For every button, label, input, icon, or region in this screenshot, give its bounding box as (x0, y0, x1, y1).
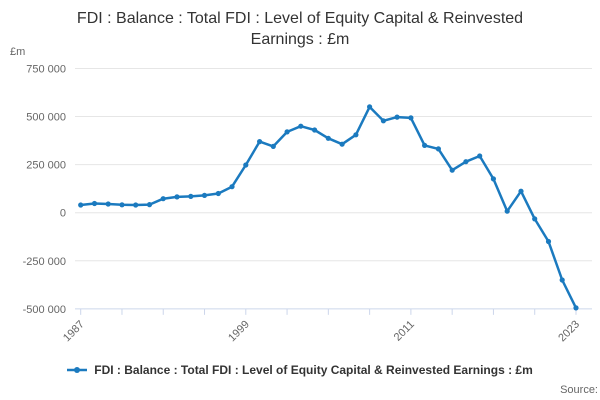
legend-item[interactable]: FDI : Balance : Total FDI : Level of Equ… (0, 363, 600, 377)
data-point (146, 202, 153, 208)
data-point (532, 216, 538, 222)
data-point (312, 127, 318, 133)
chart-title-text: FDI : Balance : Total FDI : Level of Equ… (76, 10, 524, 49)
data-point (353, 132, 359, 138)
data-point (559, 277, 565, 283)
legend-line-marker-icon (67, 367, 88, 373)
data-point (490, 176, 496, 182)
data-point (284, 129, 290, 135)
y-axis-tick-label: 250 000 (26, 160, 66, 172)
data-point (518, 188, 524, 194)
data-point (422, 142, 428, 148)
y-axis-tick-label: 0 (60, 208, 66, 220)
data-point (201, 192, 208, 198)
data-point (449, 167, 455, 173)
data-point (463, 159, 469, 165)
y-axis-tick-label: 500 000 (26, 112, 66, 124)
chart-title: FDI : Balance : Total FDI : Level of Equ… (0, 8, 600, 50)
data-point (367, 104, 373, 110)
x-axis-tick-label: 1999 (226, 318, 252, 344)
data-point (188, 193, 194, 199)
data-point (105, 201, 111, 207)
data-point (133, 202, 139, 208)
y-axis-tick-label: -250 000 (23, 256, 66, 268)
data-point (160, 196, 166, 202)
data-point (477, 153, 483, 159)
data-point (243, 162, 249, 168)
data-point (174, 194, 180, 200)
data-point (270, 143, 276, 149)
data-point (91, 200, 98, 207)
data-point (435, 146, 441, 152)
x-axis-tick-label: 2023 (556, 318, 582, 344)
data-point (380, 118, 386, 124)
data-point (408, 115, 414, 121)
source-label: Source: (560, 384, 598, 396)
data-point (78, 202, 84, 208)
data-point (394, 114, 400, 120)
legend-marker-dot (74, 367, 81, 373)
y-axis-tick-label: -500 000 (23, 304, 66, 316)
data-point (257, 139, 263, 145)
legend-label: FDI : Balance : Total FDI : Level of Equ… (94, 363, 533, 377)
data-point (504, 208, 510, 214)
x-axis-tick-label: 1987 (61, 318, 87, 344)
data-point (339, 141, 345, 147)
data-point (298, 123, 304, 129)
y-axis-tick-label: 750 000 (26, 63, 66, 75)
data-point (325, 135, 331, 141)
data-point (573, 305, 579, 311)
x-axis-tick-label: 2011 (392, 318, 417, 343)
data-point (229, 184, 235, 190)
data-point (545, 238, 552, 245)
data-point (119, 202, 125, 208)
y-axis-unit-label: £m (10, 46, 26, 58)
data-point (215, 190, 221, 197)
